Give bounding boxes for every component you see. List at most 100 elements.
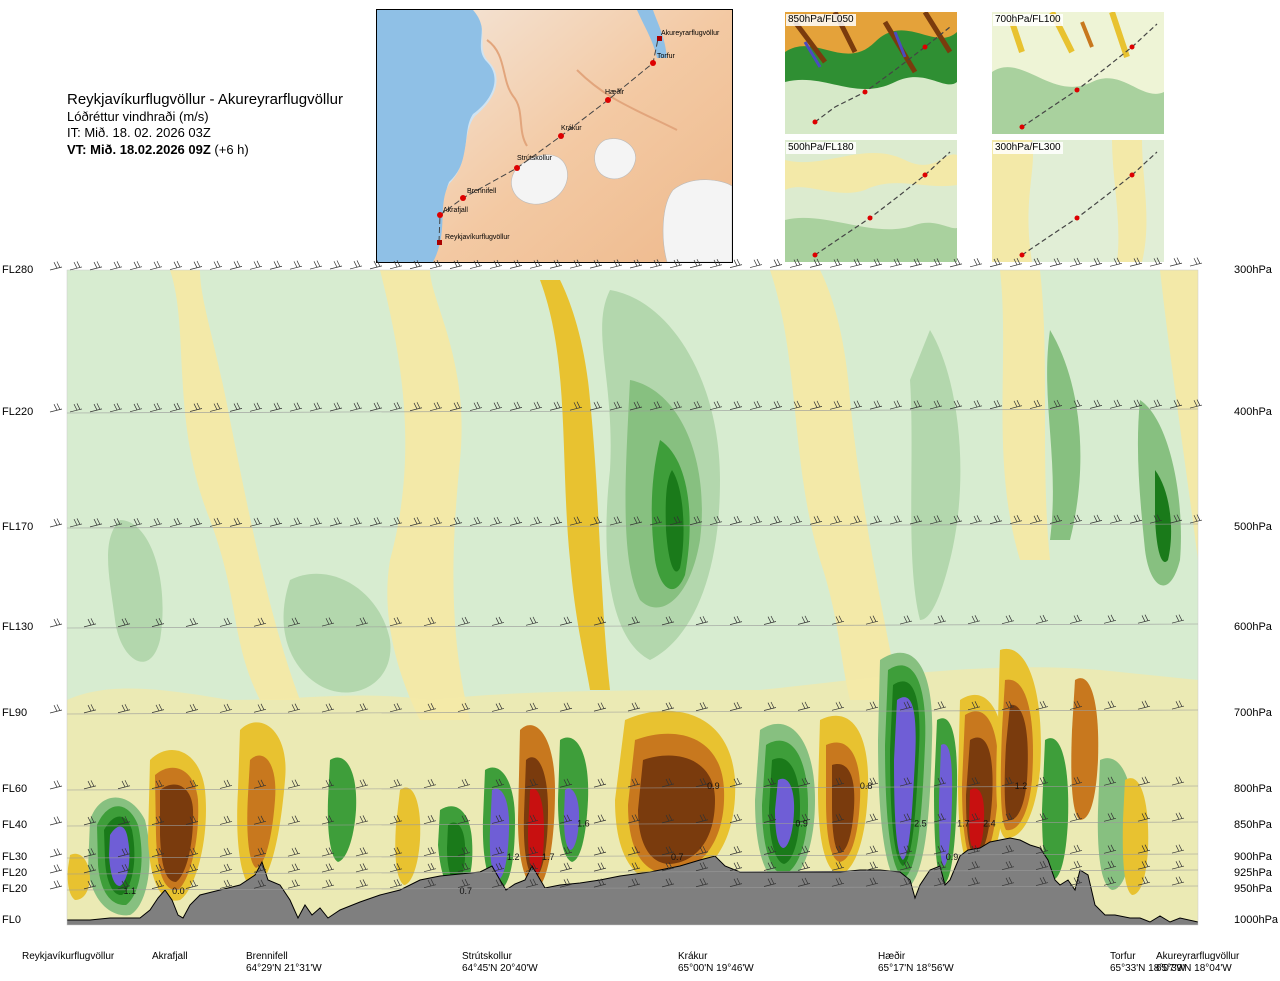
hpa-label: 700hPa (1234, 707, 1272, 719)
wind-barb (287, 779, 301, 789)
wind-barb (1035, 812, 1049, 822)
wind-barb (269, 260, 283, 270)
wind-barb (829, 258, 843, 268)
wind-barb (967, 813, 981, 823)
wind-barb (695, 702, 709, 712)
wind-barb (831, 777, 845, 787)
wind-barb (409, 260, 423, 270)
wind-barb (809, 258, 823, 268)
wind-barb (185, 779, 199, 789)
hpa-label: 300hPa (1234, 264, 1272, 276)
wind-barb (789, 515, 803, 525)
station-coord: 65°39'N 18°04'W (1156, 963, 1232, 974)
wind-barb (117, 780, 131, 790)
waypoint-marker-torfur (650, 60, 656, 66)
wind-barb (321, 617, 335, 627)
hpa-label: 925hPa (1234, 867, 1272, 879)
wind-barb (321, 815, 335, 825)
wind-barb (929, 400, 943, 410)
thumbnail-850hpa-label: 850hPa/FL050 (786, 14, 856, 26)
wind-barb (1069, 860, 1083, 870)
wind-barb (69, 518, 83, 528)
wind-barb (249, 260, 263, 270)
thumbnail-500hpa[interactable]: 500hPa/FL180 (785, 140, 957, 262)
thumbnail-700hpa[interactable]: 700hPa/FL100 (992, 12, 1164, 134)
wind-barb (889, 400, 903, 410)
thumbnail-300hpa[interactable]: 300hPa/FL300 (992, 140, 1164, 262)
valid-time-main: VT: Mið. 18.02.2026 09Z (67, 142, 211, 157)
wind-barb (669, 516, 683, 526)
wind-barb (253, 703, 267, 713)
wind-barb (69, 261, 83, 271)
map-label-strutskollur: Strútskollur (517, 155, 553, 162)
station-coord: 64°45'N 20°40'W (462, 963, 538, 974)
wind-barb (355, 779, 369, 789)
wind-barb (253, 847, 267, 857)
wind-barb (1137, 876, 1151, 886)
thumbnail-300hpa-map (992, 140, 1164, 262)
wind-barb (1029, 399, 1043, 409)
wind-barb (1103, 614, 1117, 624)
wind-barb (865, 845, 879, 855)
wind-barb (509, 259, 523, 269)
wind-barb (869, 258, 883, 268)
wind-barb (355, 815, 369, 825)
wind-barb (549, 259, 563, 269)
wind-barb (569, 401, 583, 411)
wind-barb (1171, 776, 1185, 786)
wind-barb (185, 847, 199, 857)
wind-barb (321, 863, 335, 873)
wind-barb (49, 848, 63, 858)
wind-barb (797, 701, 811, 711)
wind-barb (525, 702, 539, 712)
velocity-annotation: 2.5 (914, 818, 927, 828)
wind-barb (289, 402, 303, 412)
valid-time: VT: Mið. 18.02.2026 09Z (+6 h) (67, 141, 377, 158)
chart-header: Reykjavíkurflugvöllur - Akureyrarflugvöl… (67, 90, 377, 158)
wind-barb (49, 880, 63, 890)
wind-barb (389, 863, 403, 873)
wind-barb (389, 617, 403, 627)
pressure-level-line (66, 853, 1199, 859)
wind-barb (729, 258, 743, 268)
wind-barb (933, 701, 947, 711)
thumbnail-850hpa[interactable]: 850hPa/FL050 (785, 12, 957, 134)
wind-barb (49, 618, 63, 628)
wind-barb (423, 847, 437, 857)
wind-barb (1069, 614, 1083, 624)
wind-barb (1137, 614, 1151, 624)
wind-barb (209, 260, 223, 270)
wind-barb (457, 862, 471, 872)
fl-label: FL40 (2, 819, 28, 831)
station-name: Reykjavíkurflugvöllur (22, 951, 115, 962)
wind-barb (169, 402, 183, 412)
wind-barb (909, 515, 923, 525)
wind-barb (609, 516, 623, 526)
wind-barb (1069, 399, 1083, 409)
fl-label: FL20 (2, 883, 28, 895)
wind-barb (529, 401, 543, 411)
wind-barb (669, 401, 683, 411)
wind-barb (219, 617, 233, 627)
wind-barb (797, 877, 811, 887)
wind-barb (729, 777, 743, 787)
wind-barb (695, 862, 709, 872)
wind-barb (1001, 813, 1015, 823)
wind-barb (287, 879, 301, 889)
wind-barb (1109, 399, 1123, 409)
fl-label: FL60 (2, 783, 28, 795)
wind-barb (831, 845, 845, 855)
wind-barb (1171, 700, 1185, 710)
wind-barb (423, 617, 437, 627)
wind-barb (989, 400, 1003, 410)
velocity-annotation: 1.7 (957, 818, 970, 828)
wind-barb (627, 846, 641, 856)
wind-barb (253, 779, 267, 789)
wind-barb (969, 515, 983, 525)
hpa-label: 900hPa (1234, 851, 1272, 863)
wind-barb (185, 879, 199, 889)
wind-barb (909, 258, 923, 268)
wind-barb (409, 517, 423, 527)
wind-barb (269, 517, 283, 527)
pressure-level-line (66, 623, 1199, 629)
